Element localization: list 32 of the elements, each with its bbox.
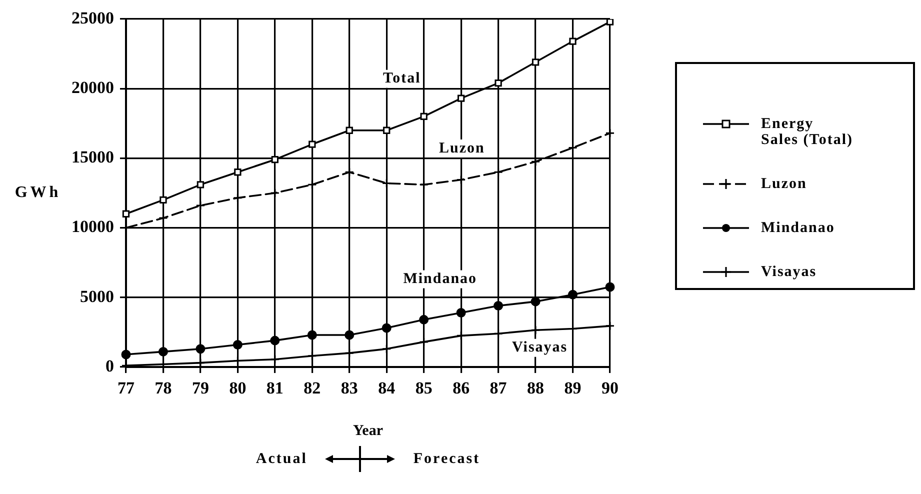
y-tick-label: 15000 — [72, 148, 114, 167]
y-tick-label: 0 — [106, 356, 114, 376]
text: Forecast — [413, 450, 480, 468]
x-tick-label: 87 — [490, 378, 508, 398]
x-tick-label: 90 — [602, 378, 618, 398]
annotation: Mindanao — [403, 271, 478, 288]
y-tick-label: 20000 — [72, 78, 114, 97]
x-tick-label: 84 — [378, 378, 396, 398]
legend-label: Energy Sales (Total) — [761, 116, 854, 148]
x-tick-label: 77 — [118, 378, 135, 398]
x-tick-label: 88 — [527, 378, 544, 398]
y-tick-label: 10000 — [72, 217, 114, 236]
x-axis-title: Year — [353, 422, 384, 439]
legend-label: Luzon — [761, 176, 807, 192]
legend-label: Mindanao — [761, 220, 835, 236]
y-axis-title: GWh — [14, 184, 62, 202]
x-tick-label: 86 — [452, 378, 470, 398]
x-tick-label: 79 — [192, 378, 209, 398]
x-tick-label: 85 — [415, 378, 432, 398]
y-tick-label: 5000 — [80, 286, 114, 306]
annotation: Luzon — [438, 140, 485, 156]
x-tick-label: 89 — [564, 378, 582, 398]
x-tick-label: 81 — [266, 378, 284, 398]
text: Actual — [256, 450, 308, 468]
x-tick-label: 82 — [304, 378, 321, 398]
y-tick-label: 25000 — [72, 8, 114, 28]
legend-label: Visayas — [761, 264, 817, 280]
annotation: Total — [382, 70, 421, 87]
x-tick-label: 80 — [229, 378, 246, 398]
x-tick-label: 83 — [340, 378, 358, 398]
x-tick-label: 78 — [154, 378, 172, 398]
annotation: Visayas — [512, 340, 568, 356]
